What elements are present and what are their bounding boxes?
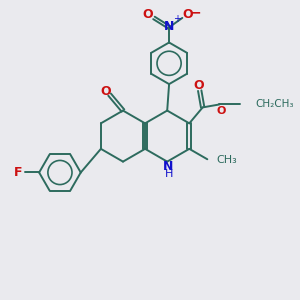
Text: N: N xyxy=(163,160,173,173)
Text: O: O xyxy=(100,85,111,98)
Text: +: + xyxy=(173,14,181,24)
Text: CH₂CH₃: CH₂CH₃ xyxy=(255,99,294,110)
Text: O: O xyxy=(183,8,193,21)
Text: F: F xyxy=(14,166,22,179)
Text: O: O xyxy=(194,80,204,92)
Text: −: − xyxy=(190,5,201,19)
Text: H: H xyxy=(165,169,173,179)
Text: O: O xyxy=(217,106,226,116)
Text: O: O xyxy=(142,8,153,21)
Text: CH₃: CH₃ xyxy=(217,155,238,165)
Text: N: N xyxy=(164,20,174,33)
